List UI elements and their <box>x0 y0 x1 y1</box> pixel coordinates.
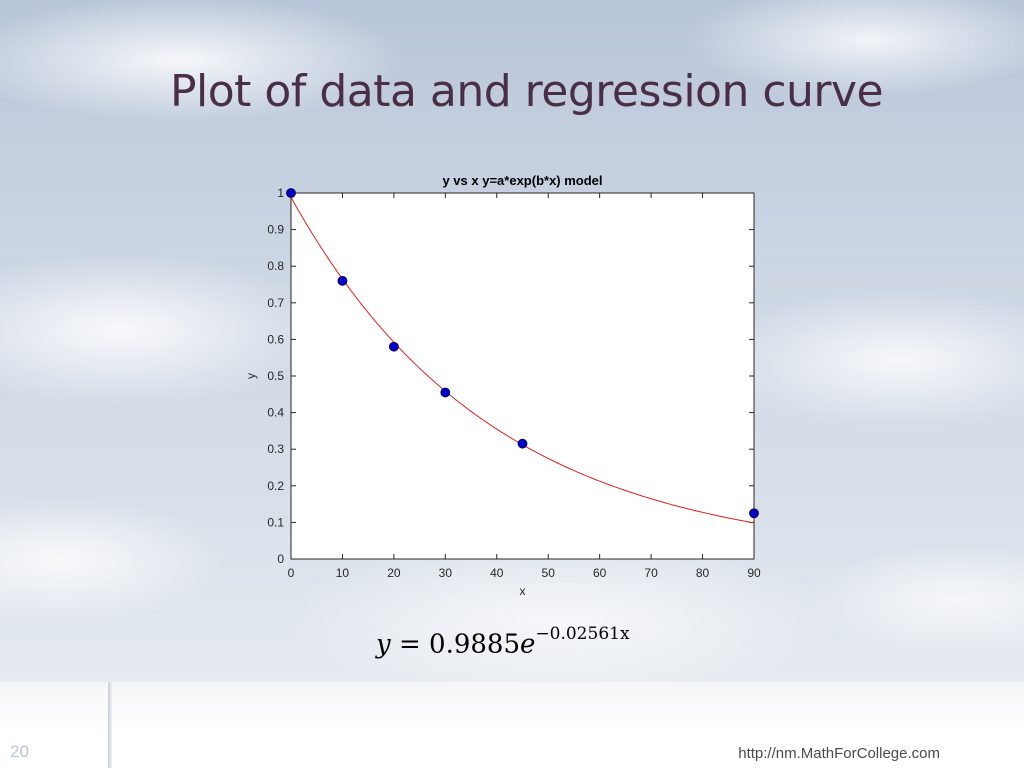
x-tick-label: 40 <box>490 566 504 580</box>
x-tick-label: 50 <box>542 566 556 580</box>
data-point <box>337 275 348 286</box>
data-point <box>749 508 759 519</box>
equation-equals: = <box>398 629 421 660</box>
y-tick-label: 0.7 <box>267 296 284 310</box>
x-tick-label: 80 <box>696 566 710 580</box>
x-tick-label: 70 <box>644 566 658 580</box>
equation-coefficient: 0.9885 <box>429 629 521 660</box>
x-tick-label: 90 <box>747 566 761 580</box>
x-tick-label: 30 <box>439 566 453 580</box>
y-tick-label: 0.3 <box>267 442 284 456</box>
x-axis-label: x <box>520 584 526 598</box>
regression-chart: 0 10 20 30 40 50 60 70 80 90 0 0.1 0.2 0.3 0.4 0.5 0.6 0.… <box>244 173 761 598</box>
y-tick-label: 0.4 <box>267 406 284 420</box>
slide-title: Plot of data and regression curve <box>170 66 884 117</box>
y-tick-label: 0.1 <box>267 515 284 529</box>
equation-base: e <box>520 629 536 660</box>
footer-url: http://nm.MathForCollege.com <box>738 745 940 762</box>
y-axis-label: y <box>244 373 258 379</box>
data-point <box>517 438 528 449</box>
data-point <box>388 341 399 352</box>
footer-divider <box>108 682 112 768</box>
chart-title: y vs x y=a*exp(b*x) model <box>442 173 602 188</box>
y-tick-label: 0 <box>277 552 284 566</box>
y-tick-label: 0.9 <box>267 223 284 237</box>
data-point <box>286 188 296 198</box>
footer-band <box>0 682 1024 768</box>
equation-exponent: −0.02561x <box>535 624 630 644</box>
y-tick-label: 0.5 <box>267 369 284 383</box>
x-tick-label: 0 <box>288 566 295 580</box>
x-tick-label: 60 <box>593 566 607 580</box>
equation-lhs: y <box>376 629 391 660</box>
y-tick-label: 0.2 <box>267 479 284 493</box>
data-point <box>440 387 451 398</box>
regression-equation: y = 0.9885e−0.02561x <box>376 624 630 660</box>
y-tick-label: 0.8 <box>267 259 284 273</box>
slide-number: 20 <box>10 742 29 761</box>
y-tick-label: 0.6 <box>267 332 284 346</box>
y-tick-label: 1 <box>277 186 284 200</box>
x-tick-label: 20 <box>387 566 401 580</box>
plot-area <box>290 192 755 560</box>
x-tick-label: 10 <box>336 566 350 580</box>
